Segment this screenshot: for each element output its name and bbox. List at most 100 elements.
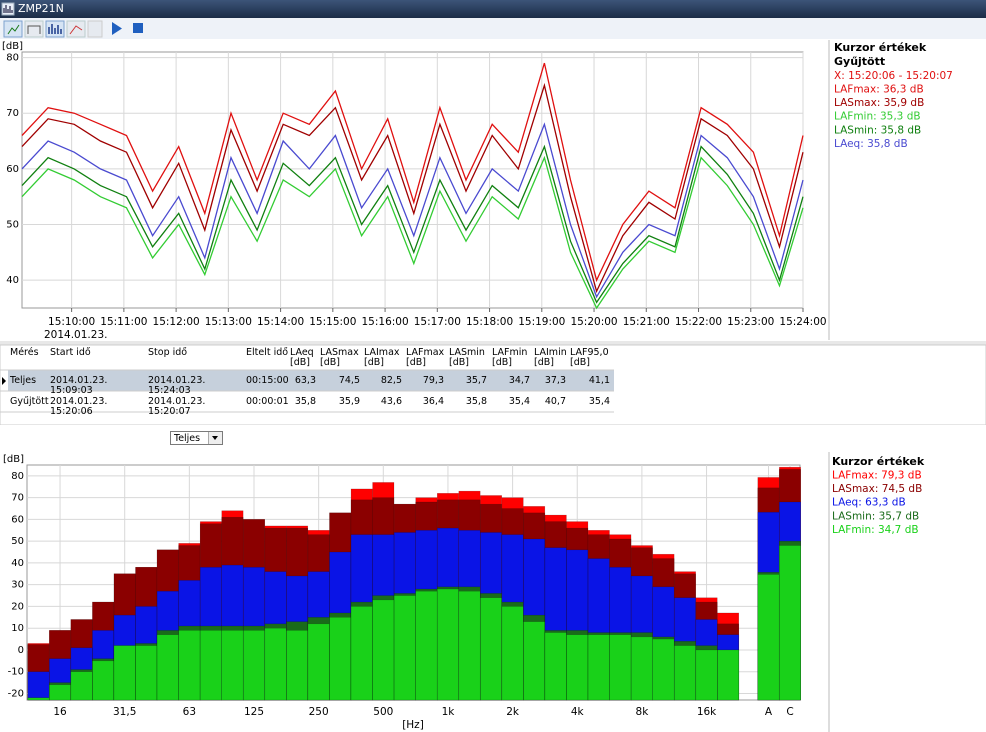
y-tick-label: 40 [11, 558, 24, 569]
bar [587, 634, 610, 701]
bar [393, 595, 416, 701]
column-header: Eltelt idő [246, 347, 289, 358]
panel-title: Kurzor értékek [834, 41, 927, 54]
dropdown-arrow[interactable] [208, 432, 222, 444]
bar [544, 632, 567, 701]
table-cell: 40,7 [544, 396, 566, 407]
bar [566, 634, 589, 701]
bar [674, 645, 696, 701]
y-tick-label: 40 [6, 275, 19, 286]
play-button[interactable] [112, 22, 122, 35]
y-axis-label: [dB] [2, 41, 23, 52]
toolbar-button[interactable] [66, 20, 86, 38]
table-cell: 2014.01.23. 15:20:07 [148, 396, 206, 417]
bar [717, 649, 740, 701]
bar [415, 590, 438, 701]
bar [779, 545, 801, 701]
y-tick-label: 10 [11, 623, 24, 634]
x-tick-label: 15:20:00 [570, 316, 617, 328]
toolbar-button[interactable] [87, 20, 103, 38]
stop-button[interactable] [133, 23, 143, 33]
y-tick-label: 0 [18, 645, 24, 656]
table-cell: 74,5 [338, 375, 360, 386]
table-cell: 35,7 [465, 375, 487, 386]
column-header: LAImin [dB] [534, 347, 567, 368]
bar [113, 645, 136, 701]
bar [458, 590, 481, 701]
table-cell: 35,8 [294, 396, 316, 407]
series-line [21, 122, 804, 299]
table-cell: Teljes [10, 375, 37, 386]
x-tick-label: 16 [53, 706, 67, 718]
table-cell: 79,3 [422, 375, 444, 386]
x-tick-label: 15:17:00 [414, 316, 461, 328]
bar [135, 645, 158, 701]
y-tick-label: -10 [8, 667, 24, 678]
panel-subtitle: Gyűjtött [834, 55, 885, 68]
legend-entry: LAFmax: 36,3 dB [834, 84, 924, 96]
legend-entry: LASmin: 35,8 dB [834, 124, 921, 136]
table-cell: 2014.01.23. 15:20:06 [50, 396, 108, 417]
x-tick-label: 63 [183, 706, 196, 718]
x-tick-label: 500 [373, 706, 393, 718]
x-tick-label: 15:18:00 [466, 316, 513, 328]
icon [48, 24, 62, 34]
table-cell: 63,3 [294, 375, 316, 386]
dropdown[interactable]: Teljes [170, 431, 223, 445]
y-tick-label: 60 [6, 164, 19, 175]
y-tick-label: 80 [11, 471, 24, 482]
bar [372, 599, 395, 701]
y-tick-label: 70 [11, 493, 24, 504]
x-tick-label: 16k [697, 706, 717, 718]
y-tick-label: 50 [11, 536, 24, 547]
app-icon-bars [3, 5, 13, 13]
column-header: LAFmin [dB] [492, 347, 528, 368]
bar [501, 606, 524, 701]
y-tick-label: 60 [11, 514, 24, 525]
x-tick-label: 15:10:00 [48, 316, 95, 328]
bar [178, 630, 201, 701]
legend-entry: LASmin: 35,7 dB [832, 510, 919, 522]
y-tick-label: 20 [11, 601, 24, 612]
bar [49, 684, 71, 701]
legend-entry: LASmax: 35,9 dB [834, 97, 924, 109]
table-cell: 35,4 [588, 396, 610, 407]
panel-range: X: 15:20:06 - 15:20:07 [834, 70, 953, 82]
bar [652, 638, 675, 701]
x-tick-label: 15:12:00 [153, 316, 200, 328]
bar [757, 574, 780, 701]
bar [156, 634, 179, 701]
x-tick-label: 15:15:00 [309, 316, 356, 328]
toolbar-button[interactable] [24, 20, 44, 38]
y-tick-label: -20 [8, 688, 24, 699]
column-header: LAF95,0 [dB] [570, 347, 609, 368]
x-tick-label: C [786, 706, 793, 718]
bar [630, 636, 653, 701]
table-cell: Gyűjtött [10, 396, 49, 407]
column-header: Stop idő [148, 347, 188, 358]
legend-entry: LAFmin: 35,3 dB [834, 111, 921, 123]
y-tick-label: 30 [11, 580, 24, 591]
series-line [21, 82, 804, 294]
date-label: 2014.01.23. [44, 329, 107, 341]
x-tick-label: 15:11:00 [100, 316, 147, 328]
table-cell: 35,8 [465, 396, 487, 407]
bar [437, 588, 459, 701]
table-cell: 35,9 [338, 396, 360, 407]
x-tick-label: 15:22:00 [675, 316, 722, 328]
x-tick-label: 1k [442, 706, 456, 718]
selected-row [8, 370, 614, 391]
bar [523, 621, 546, 701]
table-cell: 2014.01.23. 15:09:03 [50, 375, 108, 396]
icon [7, 24, 20, 35]
x-tick-label: 15:23:00 [727, 316, 774, 328]
legend-entry: LASmax: 74,5 dB [832, 483, 922, 495]
x-tick-label: 15:14:00 [257, 316, 304, 328]
selector-strip [0, 425, 986, 451]
bar [350, 606, 373, 701]
x-tick-label: 125 [244, 706, 264, 718]
legend-entry: LAeq: 63,3 dB [832, 497, 906, 509]
splitter [0, 341, 986, 345]
